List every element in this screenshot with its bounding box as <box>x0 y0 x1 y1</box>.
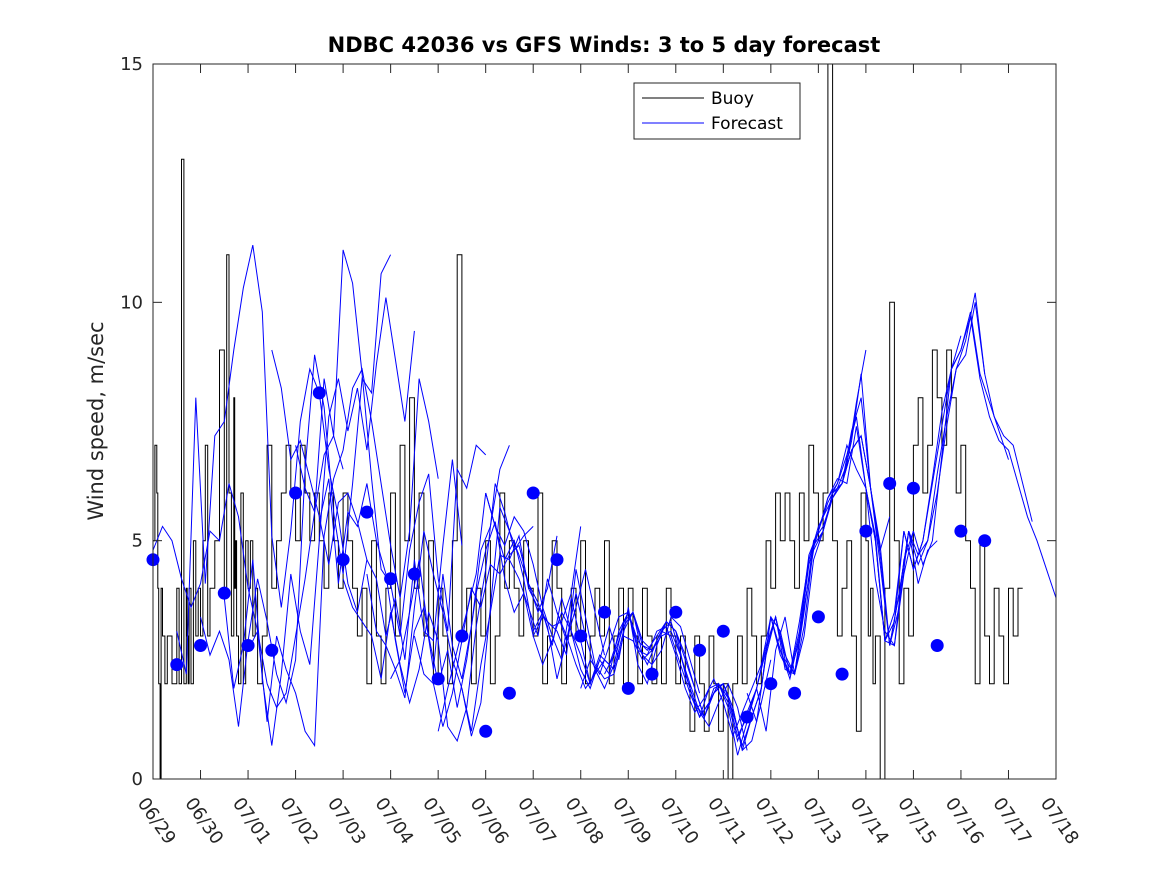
forecast-marker-31 <box>883 477 897 490</box>
x-tick-label-2: 07/01 <box>228 794 275 849</box>
forecast-run-line-15 <box>508 559 701 694</box>
forecast-marker-25 <box>740 710 754 724</box>
series-group <box>153 64 1056 779</box>
forecast-marker-4 <box>241 639 255 652</box>
forecast-marker-13 <box>455 629 469 643</box>
x-tick-label-11: 07/10 <box>656 794 703 849</box>
forecast-marker-18 <box>574 629 588 643</box>
x-tick-label-16: 07/15 <box>893 794 940 849</box>
axes-box <box>152 63 1057 780</box>
forecast-marker-26 <box>764 677 778 691</box>
forecast-run-line-20 <box>627 530 819 738</box>
x-tick-label-12: 07/11 <box>703 794 750 849</box>
forecast-marker-16 <box>526 486 540 500</box>
forecast-marker-29 <box>835 667 849 681</box>
legend-buoy-label: Buoy <box>711 89 754 109</box>
forecast-marker-20 <box>621 681 635 695</box>
forecast-marker-14 <box>479 724 493 738</box>
forecast-run-line-3 <box>223 297 415 746</box>
forecast-marker-8 <box>336 553 350 567</box>
forecast-marker-33 <box>930 639 944 652</box>
forecast-run-line-8 <box>342 483 534 743</box>
forecast-marker-23 <box>693 643 707 657</box>
forecast-marker-6 <box>289 486 303 500</box>
forecast-run-line-29 <box>841 292 1033 646</box>
y-tick-label-1: 5 <box>132 531 143 552</box>
forecast-marker-21 <box>645 667 659 681</box>
forecast-marker-1 <box>170 658 184 672</box>
forecast-marker-30 <box>859 524 873 538</box>
forecast-marker-27 <box>788 686 802 700</box>
forecast-run-line-0 <box>153 434 344 709</box>
x-tick-label-4: 07/03 <box>323 794 370 849</box>
forecast-marker-9 <box>360 505 374 519</box>
x-tick-label-15: 07/14 <box>846 794 893 849</box>
forecast-marker-28 <box>811 610 825 624</box>
forecast-marker-19 <box>598 605 611 619</box>
x-tick-label-5: 07/04 <box>371 794 418 849</box>
forecast-run-line-14 <box>485 492 677 690</box>
forecast-marker-15 <box>502 686 516 700</box>
buoy-series-line <box>153 64 1023 779</box>
x-tick-label-10: 07/09 <box>608 794 655 849</box>
forecast-marker-12 <box>431 672 445 686</box>
forecast-marker-35 <box>978 534 992 548</box>
x-tick-label-1: 06/30 <box>180 794 227 849</box>
y-tick-label-2: 10 <box>120 292 143 313</box>
x-tick-label-7: 07/06 <box>466 794 513 849</box>
forecast-run-line-30 <box>865 316 1056 641</box>
y-tick-label-3: 15 <box>120 54 143 75</box>
y-axis-label: Wind speed, m/sec <box>84 321 108 520</box>
forecast-run-line-12 <box>437 492 629 732</box>
x-tick-label-6: 07/05 <box>418 794 465 849</box>
forecast-run-line-1 <box>176 244 368 675</box>
forecast-run-line-7 <box>318 445 510 694</box>
forecast-marker-11 <box>407 567 421 581</box>
forecast-marker-2 <box>194 639 207 652</box>
x-tick-label-13: 07/12 <box>751 794 798 849</box>
x-tick-label-8: 07/07 <box>513 794 560 849</box>
chart-legend: Buoy Forecast <box>633 82 801 140</box>
y-tick-label-0: 0 <box>132 769 143 790</box>
x-tick-label-18: 07/17 <box>988 794 1035 849</box>
forecast-run-line-11 <box>413 544 605 727</box>
forecast-marker-34 <box>954 524 968 538</box>
forecast-run-line-4 <box>247 367 439 748</box>
forecast-marker-32 <box>906 481 920 495</box>
forecast-marker-5 <box>265 643 279 657</box>
forecast-marker-24 <box>716 624 730 638</box>
forecast-run-line-5 <box>271 349 463 660</box>
chart-title: NDBC 42036 vs GFS Winds: 3 to 5 day fore… <box>328 33 881 57</box>
forecast-marker-17 <box>550 553 564 567</box>
x-tick-label-14: 07/13 <box>798 794 845 849</box>
legend-forecast-label: Forecast <box>711 114 783 134</box>
forecast-marker-10 <box>384 572 398 586</box>
forecast-run-line-2 <box>200 254 392 727</box>
x-tick-label-17: 07/16 <box>941 794 988 849</box>
x-tick-label-3: 07/02 <box>276 794 323 849</box>
forecast-marker-7 <box>312 386 326 400</box>
legend-box <box>633 82 801 140</box>
x-tick-label-19: 07/18 <box>1036 794 1083 849</box>
forecast-marker-22 <box>669 605 683 619</box>
forecast-marker-3 <box>217 586 231 600</box>
x-tick-label-9: 07/08 <box>561 794 608 849</box>
x-tick-label-0: 06/29 <box>133 794 180 849</box>
